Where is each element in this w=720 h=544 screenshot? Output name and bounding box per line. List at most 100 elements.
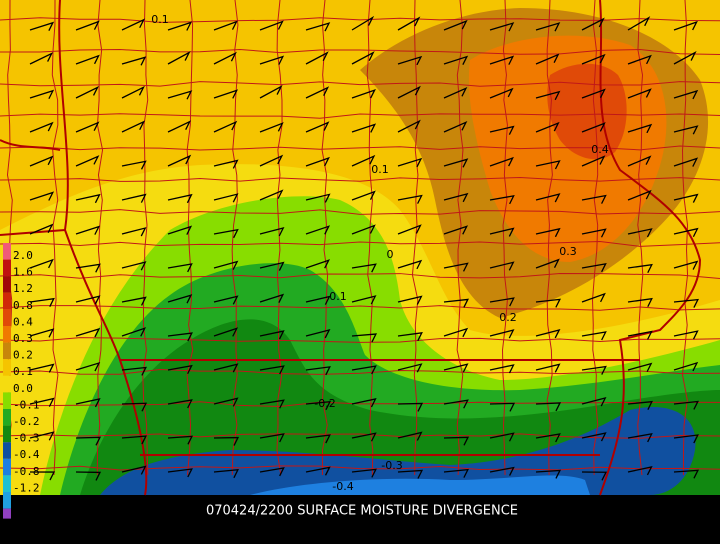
wind-barb [213,89,239,99]
wind-barb [673,89,699,100]
wind-barb [397,295,423,305]
wind-barb [213,436,240,446]
legend-swatch [3,392,11,409]
legend-swatch [3,326,11,343]
wind-barb [167,364,193,375]
wind-barb [397,194,423,204]
legend-label: 0.0 [13,382,33,395]
wind-barb [75,361,101,372]
wind-barb [259,84,283,99]
wind-barb [305,401,332,411]
wind-barb [259,261,285,271]
wind-barb [351,468,377,478]
wind-barb [443,19,468,31]
wind-barb [535,53,560,65]
wind-barb [29,363,55,373]
wind-barb [305,193,331,203]
wind-barb [351,224,376,235]
wind-barb [29,297,55,307]
wind-barb [121,227,147,237]
legend-swatch [3,359,11,376]
county-line [682,0,689,476]
wind-barb [167,435,194,445]
wind-barb [121,366,147,376]
wind-barb [489,329,515,339]
wind-barb [167,468,193,478]
wind-barb [627,330,653,340]
legend-label: -1.6 [13,498,40,511]
county-line [0,369,720,375]
contour-label: 0.1 [371,163,389,176]
wind-barb [397,119,421,133]
county-line [0,113,720,119]
legend-swatch [3,259,11,277]
county-line [0,176,720,182]
county-line [0,337,720,343]
wind-barb [305,295,331,305]
wind-barb [443,55,469,65]
wind-barb [443,399,469,409]
county-line [592,0,599,476]
wind-barb [75,85,99,99]
state-line [599,0,702,496]
wind-barb [259,365,285,375]
wind-barb [673,434,699,444]
wind-barb [627,297,653,308]
field-neg-0-4 [100,406,696,495]
wind-barb [167,399,193,409]
county-line [0,241,720,247]
wind-barb [581,228,607,238]
legend-label: 2.0 [13,249,33,262]
wind-barb [673,157,699,167]
wind-barb [489,227,515,237]
legend-swatch [3,243,11,260]
wind-barb [121,160,147,170]
wind-barb [397,16,421,31]
legend-swatch [3,276,11,293]
wind-barb [259,55,285,65]
wind-barb [305,366,331,376]
wind-barb [397,224,422,235]
wind-barb [29,21,55,31]
wind-barb [351,15,375,31]
wind-barb [29,191,55,201]
county-line [0,305,720,311]
wind-barb [29,397,55,407]
wind-barb [305,51,329,65]
wind-barb [397,332,423,342]
county-line [321,0,329,476]
wind-barb [305,156,330,167]
wind-barb [29,258,54,269]
wind-barb [535,328,561,339]
wind-barb [535,193,561,203]
wind-barb [305,328,331,339]
wind-barb [535,402,562,412]
wind-barb [673,227,699,238]
legend-label: -1.2 [13,481,40,494]
wind-barb [259,433,285,443]
wind-barb [167,263,193,273]
wind-barb [673,20,698,31]
wind-barb [581,53,606,65]
wind-barb [259,122,284,133]
wind-barb [673,361,699,372]
wind-barb [351,88,376,99]
wind-barb [535,90,561,101]
legend-label: 0.4 [13,315,33,328]
wind-barb [351,432,377,442]
wind-barb [213,363,239,373]
county-line [0,401,720,407]
wind-barb [121,193,147,203]
wind-barb [29,328,55,338]
wind-barb [581,331,607,341]
wind-barb [167,154,192,167]
wind-barb [259,154,284,167]
wind-barb [305,466,331,476]
wind-barb [351,190,376,201]
wind-barb [351,123,377,133]
county-line [0,273,720,279]
contour-label: -0.1 [325,290,346,303]
fields [0,0,720,495]
wind-barb [29,223,54,235]
wind-barb [121,18,146,31]
